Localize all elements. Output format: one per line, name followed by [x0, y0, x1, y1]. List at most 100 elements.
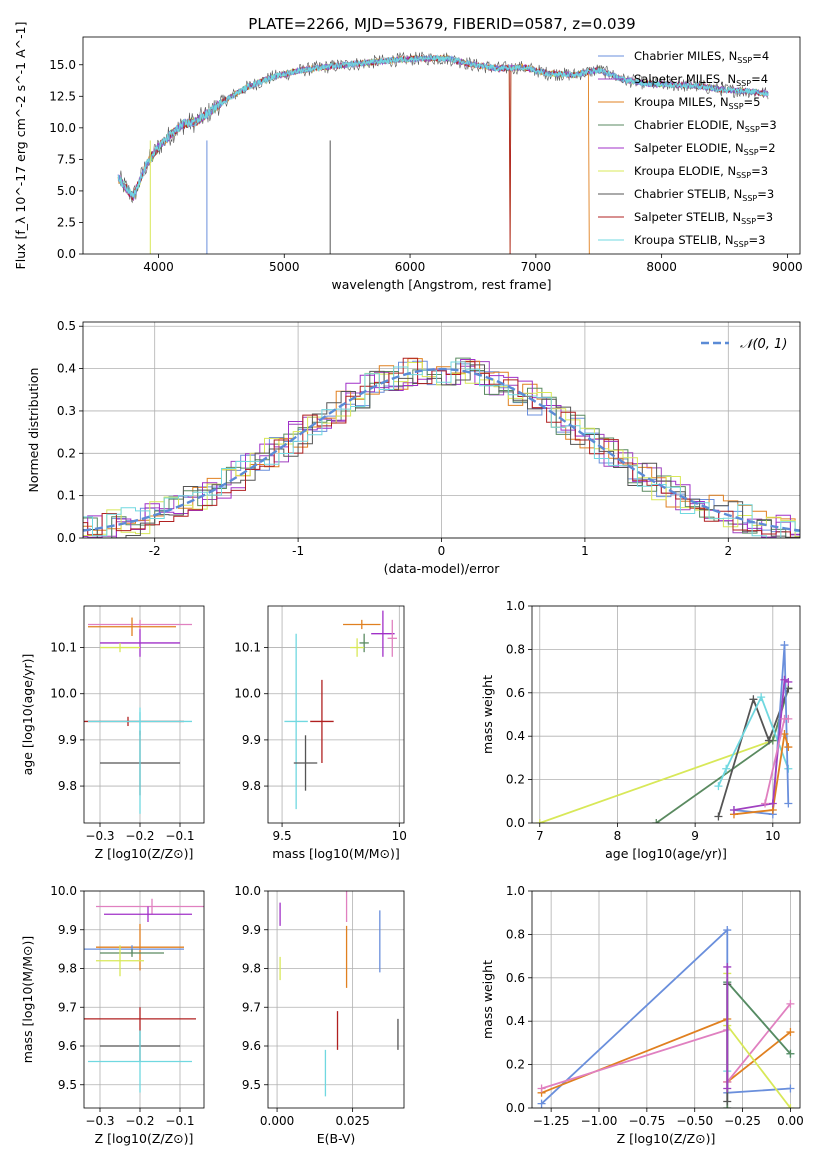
- histogram-series: [83, 361, 800, 538]
- axes: 0.000 0.025 9.5 9.6 9.7 9.8 9.9 10.0 E(B-V): [234, 884, 404, 1146]
- y-tick-label: 2.5: [57, 215, 76, 229]
- mass-weight-marker: [784, 799, 793, 808]
- y-tick-label: 0.8: [506, 927, 525, 941]
- error-bar-point: [343, 619, 381, 630]
- error-bar-point: [387, 619, 397, 657]
- mass-weight-marker: [764, 736, 773, 745]
- mass-weight-marker: [535, 819, 544, 823]
- x-tick-label: −0.1: [165, 1114, 194, 1128]
- error-bar-point: [284, 633, 308, 810]
- y-tick-label: 0.2: [506, 1058, 525, 1072]
- error-bar-point: [96, 923, 184, 971]
- y-tick-label: 0.4: [57, 362, 76, 376]
- y-tick-label: 0.0: [506, 1101, 525, 1115]
- y-tick-label: 0.2: [57, 446, 76, 460]
- error-bar-point: [96, 898, 204, 915]
- error-bar-point: [100, 642, 140, 653]
- axes: 4000 5000 6000 7000 8000 9000 0.0 2.5 5.0 7.5 10.0…: [13, 22, 803, 292]
- x-tick-label: 9000: [772, 260, 803, 274]
- y-tick-label: 5.0: [57, 184, 76, 198]
- x-axis-label: Z [log10(Z/Z⊙)]: [95, 846, 194, 861]
- mass-weight-marker: [537, 1099, 546, 1108]
- y-tick-label: 10.0: [234, 687, 261, 701]
- mass-weight-marker: [723, 1097, 732, 1106]
- age_vs_z-panel: −0.3 −0.2 −0.1 9.8 9.9 10.0 10.1 Z [log10(Z/Z⊙)…: [20, 605, 205, 861]
- x-tick-label: -2: [149, 544, 161, 558]
- error-bar-point: [88, 617, 176, 637]
- x-axis-label: E(B-V): [317, 1131, 356, 1146]
- x-tick-label: −0.2: [125, 829, 154, 843]
- y-tick-label: 0.3: [57, 404, 76, 418]
- x-tick-label: −0.3: [85, 1114, 114, 1128]
- legend-label: Kroupa ELODIE, NSSP=3: [634, 164, 768, 180]
- y-tick-label: 9.8: [242, 962, 261, 976]
- y-tick-label: 0.4: [506, 729, 525, 743]
- y-tick-label: 0.4: [506, 1014, 525, 1028]
- y-tick-label: 9.6: [242, 1039, 261, 1053]
- mass_vs_z-panel: −0.3 −0.2 −0.1 9.5 9.6 9.7 9.8 9.9 10.0 Z [log10(…: [20, 884, 205, 1146]
- y-tick-label: 15.0: [49, 58, 76, 72]
- mass-weight-marker: [723, 962, 732, 971]
- spectrum-series-line: [117, 51, 769, 204]
- axes-frame: [267, 605, 405, 824]
- x-axis-label: (data-model)/error: [384, 561, 501, 576]
- massweight_vs_z-panel: −1.25 −1.00 −0.75 −0.50 −0.25 0.00 0.0 0.2 0.4 0.…: [480, 884, 804, 1146]
- y-tick-label: 10.0: [50, 884, 77, 898]
- y-tick-label: 0.0: [506, 816, 525, 830]
- y-tick-label: 10.1: [50, 641, 77, 655]
- spectrum-series-line: [117, 53, 769, 198]
- error-bar-point: [88, 1030, 192, 1093]
- y-tick-label: 0.8: [506, 642, 525, 656]
- y-tick-label: 0.5: [57, 319, 76, 333]
- spectrum-legend: Chabrier MILES, NSSP=4 Salpeter MILES, NS…: [598, 49, 777, 249]
- y-tick-label: 0.0: [57, 247, 76, 261]
- mass-weight-marker: [780, 641, 789, 650]
- x-tick-label: 9.5: [273, 829, 292, 843]
- error-bar-point: [350, 638, 365, 657]
- y-tick-label: 9.7: [58, 1000, 77, 1014]
- mass-weight-marker: [537, 1084, 546, 1093]
- mass-weight-marker: [722, 764, 731, 773]
- y-tick-label: 1.0: [506, 884, 525, 898]
- y-tick-label: 9.9: [58, 923, 77, 937]
- mass-weight-marker: [784, 714, 793, 723]
- legend-label: 𝒩(0, 1): [740, 337, 787, 352]
- axes-frame: [531, 890, 801, 1109]
- error-bar-point: [371, 610, 395, 657]
- y-tick-label: 10.0: [50, 687, 77, 701]
- error-bar-point: [104, 906, 192, 922]
- mass-weight-marker: [714, 782, 723, 791]
- y-tick-label: 9.8: [242, 779, 261, 793]
- y-tick-label: 9.9: [242, 923, 261, 937]
- x-tick-label: 10: [765, 829, 780, 843]
- x-tick-label: −1.25: [533, 1114, 570, 1128]
- x-tick-label: 7: [536, 829, 544, 843]
- axes: −0.3 −0.2 −0.1 9.5 9.6 9.7 9.8 9.9 10.0 Z [log10(…: [20, 884, 204, 1146]
- x-tick-label: 8: [614, 829, 622, 843]
- y-tick-label: 10.0: [234, 884, 261, 898]
- y-tick-label: 9.5: [58, 1078, 77, 1092]
- mass-weight-marker: [723, 1084, 732, 1093]
- x-tick-label: 0.000: [260, 1114, 294, 1128]
- mass-weight-marker: [786, 1049, 795, 1058]
- histogram-series: [83, 357, 800, 538]
- mass-weight-marker: [784, 743, 793, 752]
- mass-weight-marker: [786, 999, 795, 1008]
- error-bar-point: [100, 949, 164, 957]
- y-tick-label: 0.6: [506, 971, 525, 985]
- axes: -2 -1 0 1 2 0.0 0.1 0.2 0.3 0.4 0.5 (data-model)/er…: [26, 319, 800, 576]
- residual-legend: 𝒩(0, 1): [701, 337, 787, 352]
- figure-title: PLATE=2266, MJD=53679, FIBERID=0587, z=0…: [248, 15, 635, 33]
- x-tick-label: 4000: [143, 260, 174, 274]
- axes: 7 8 9 10 0.0 0.2 0.4 0.6 0.8 1.0 age [log10(age/yr…: [480, 599, 800, 861]
- x-axis-label: Z [log10(Z/Z⊙)]: [95, 1131, 194, 1146]
- mass-weight-line: [733, 733, 790, 816]
- error-bar-point: [293, 735, 318, 791]
- legend-label: Salpeter STELIB, NSSP=3: [634, 210, 773, 226]
- error-bar-point: [310, 679, 334, 763]
- y-tick-label: 10.1: [234, 641, 261, 655]
- x-tick-label: −0.75: [628, 1114, 665, 1128]
- residual-panel: -2 -1 0 1 2 0.0 0.1 0.2 0.3 0.4 0.5 (data-model)/er…: [26, 319, 801, 576]
- age_vs_mass-panel: 9.5 10 9.8 9.9 10.0 10.1 mass [log10(M/M⊙)]: [234, 605, 407, 861]
- x-tick-label: 2: [724, 544, 732, 558]
